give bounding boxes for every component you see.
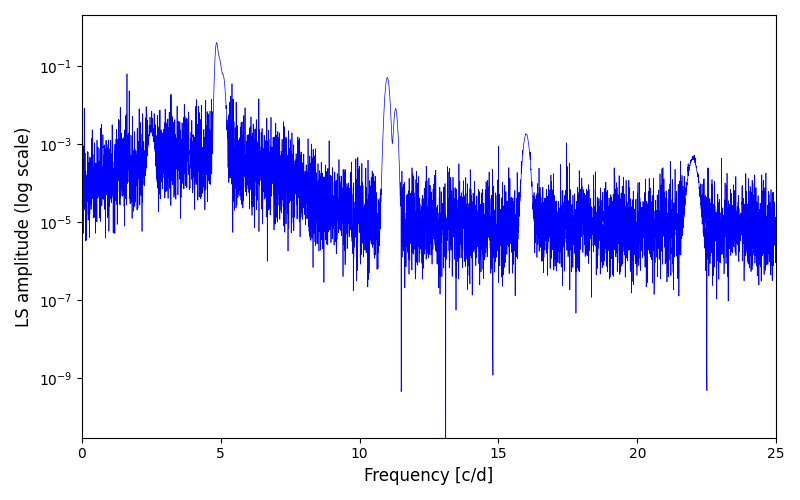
X-axis label: Frequency [c/d]: Frequency [c/d] [364, 467, 494, 485]
Y-axis label: LS amplitude (log scale): LS amplitude (log scale) [15, 126, 33, 326]
